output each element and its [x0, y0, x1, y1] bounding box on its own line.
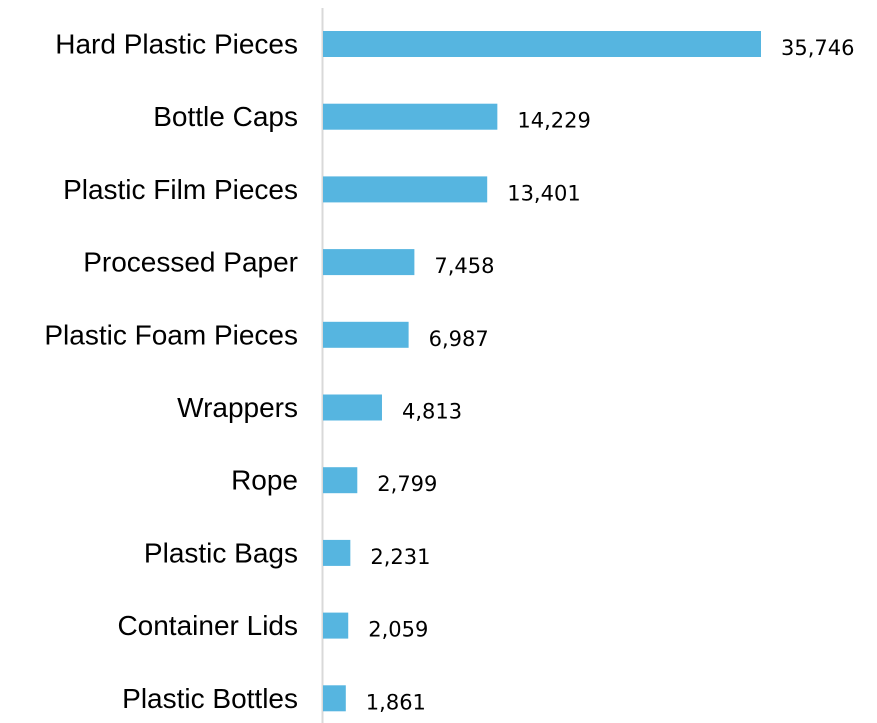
bar	[323, 612, 349, 639]
bar	[323, 539, 351, 566]
value-label: 2,231	[370, 545, 430, 569]
category-label: Processed Paper	[83, 247, 298, 278]
category-label: Bottle Caps	[153, 101, 298, 132]
value-label: 2,799	[377, 472, 437, 496]
value-label: 7,458	[434, 254, 494, 278]
value-label: 1,861	[366, 690, 426, 714]
bar	[323, 394, 382, 421]
category-label: Wrappers	[177, 392, 298, 423]
category-label: Container Lids	[117, 610, 298, 641]
value-label: 13,401	[507, 181, 580, 205]
bar	[323, 103, 498, 130]
value-label: 6,987	[429, 327, 489, 351]
category-label: Plastic Bags	[144, 537, 298, 568]
category-label: Plastic Bottles	[122, 683, 298, 714]
bar	[323, 31, 761, 57]
bar	[323, 467, 358, 494]
value-label: 14,229	[517, 109, 590, 133]
value-labels-group: 35,746 14,229 13,401 7,458 6,987 4,813 2,799 2,…	[366, 36, 855, 714]
value-label: 2,059	[368, 618, 428, 642]
bar	[323, 685, 346, 712]
value-label: 35,746	[781, 36, 854, 60]
bars-group	[323, 31, 761, 712]
bar	[323, 249, 415, 276]
bar	[323, 176, 488, 203]
category-label: Rope	[231, 465, 298, 496]
category-label: Plastic Film Pieces	[63, 174, 298, 205]
category-label: Hard Plastic Pieces	[55, 29, 298, 60]
value-label: 4,813	[402, 400, 462, 424]
category-label: Plastic Foam Pieces	[44, 319, 298, 350]
category-labels-group: Hard Plastic Pieces Bottle Caps Plastic Fi…	[44, 29, 298, 714]
bar	[323, 321, 409, 348]
